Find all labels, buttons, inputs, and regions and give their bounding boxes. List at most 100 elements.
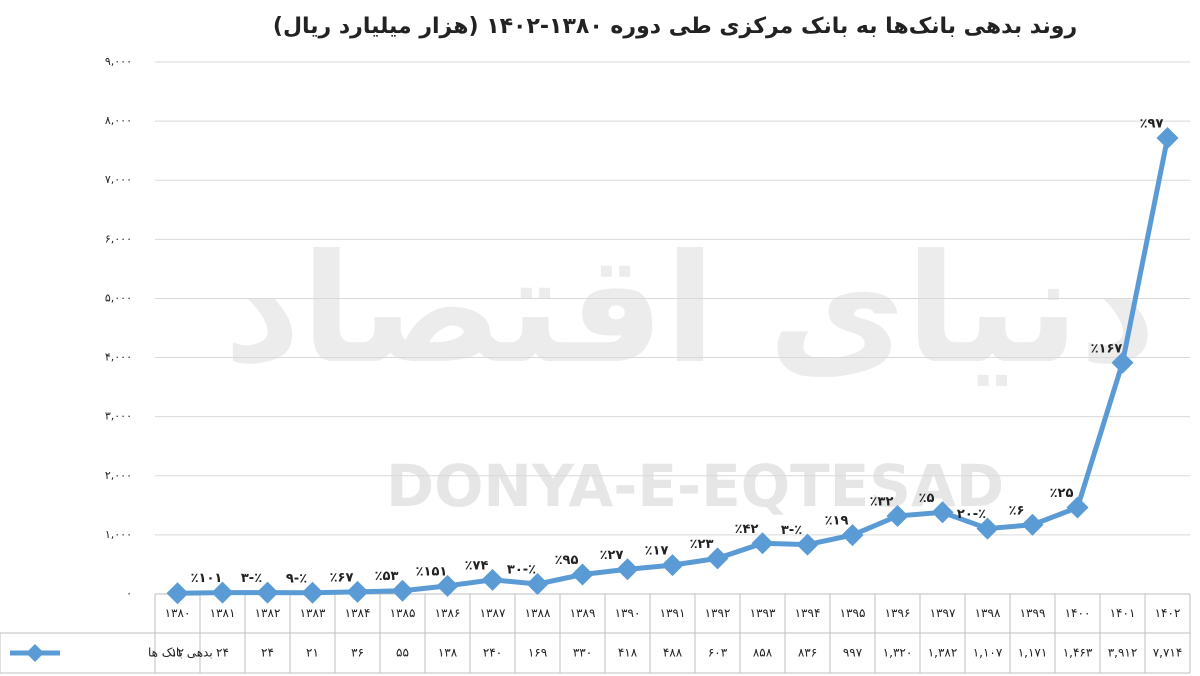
y-tick-label: ۹,۰۰۰ xyxy=(105,55,132,68)
table-value: ۱۶۹ xyxy=(528,646,547,660)
marker xyxy=(706,547,729,570)
table-value: ۳,۹۱۲ xyxy=(1108,646,1138,660)
table-value: ۴۱۸ xyxy=(618,646,638,660)
table-value: ۸۵۸ xyxy=(753,646,773,660)
point-label: ٪۵۳ xyxy=(375,569,399,584)
x-tick-label: ۱۳۹۳ xyxy=(750,606,776,620)
table-value: ۱۳۸ xyxy=(438,646,458,660)
table-value: ۹۹۷ xyxy=(843,646,863,660)
x-tick-label: ۱۳۹۱ xyxy=(660,606,686,620)
table-value: ۵۵ xyxy=(396,646,409,660)
marker xyxy=(526,573,549,596)
x-tick-label: ۱۴۰۱ xyxy=(1110,606,1136,620)
watermark: DONYA-E-EQTESAD xyxy=(386,452,1004,520)
x-tick-label: ۱۳۸۰ xyxy=(165,606,191,620)
x-tick-label: ۱۳۸۱ xyxy=(210,606,236,620)
legend-label: بدهی بانک ها xyxy=(148,646,213,660)
point-label: ٪-۳۰ xyxy=(507,563,536,578)
marker xyxy=(481,568,504,591)
x-tick-label: ۱۳۸۴ xyxy=(345,606,371,620)
table-value: ۲۴ xyxy=(261,646,274,660)
x-tick-label: ۱۳۸۳ xyxy=(300,606,326,620)
point-label: ٪۶ xyxy=(1009,503,1025,518)
marker xyxy=(1021,513,1044,536)
y-tick-label: ۴,۰۰۰ xyxy=(105,351,132,364)
point-label: ٪۲۷ xyxy=(600,548,624,563)
marker xyxy=(166,582,189,605)
point-label: ٪۵ xyxy=(919,491,935,506)
marker xyxy=(256,581,279,604)
table-value: ۸۳۶ xyxy=(798,646,817,660)
chart-title: روند بدهی بانک‌ها به بانک مرکزی طی دوره … xyxy=(273,14,1077,39)
point-label: ٪-۳ xyxy=(781,523,802,538)
point-label: ٪۲۳ xyxy=(690,537,714,552)
point-label: ٪۶۷ xyxy=(330,570,354,585)
y-tick-label: ۶,۰۰۰ xyxy=(105,232,132,245)
point-label: ٪۱۹ xyxy=(825,514,849,529)
marker xyxy=(661,554,684,577)
table-value: ۴۸۸ xyxy=(663,646,683,660)
marker xyxy=(391,579,414,602)
table-value: ۱,۱۰۷ xyxy=(973,646,1003,660)
table-value: ۱,۳۸۲ xyxy=(928,646,958,660)
marker xyxy=(211,581,234,604)
marker xyxy=(346,580,369,603)
point-label: ٪۹۷ xyxy=(1140,117,1164,132)
x-tick-label: ۱۳۸۷ xyxy=(480,606,506,620)
x-tick-label: ۱۳۹۸ xyxy=(975,606,1001,620)
point-label: ٪۷۴ xyxy=(465,558,489,573)
point-label: ٪-۹ xyxy=(286,571,307,586)
marker xyxy=(841,524,864,547)
point-label: ٪۱۶۷ xyxy=(1091,341,1123,356)
x-tick-label: ۱۴۰۰ xyxy=(1065,606,1091,620)
x-tick-label: ۱۳۸۶ xyxy=(435,606,461,620)
marker xyxy=(976,517,999,540)
y-tick-label: ۲,۰۰۰ xyxy=(105,469,132,482)
x-tick-label: ۱۳۹۶ xyxy=(885,606,911,620)
point-label: ٪۱۵۱ xyxy=(416,564,448,579)
x-tick-label: ۱۳۹۷ xyxy=(930,606,956,620)
y-tick-label: ۱,۰۰۰ xyxy=(105,528,132,541)
table-value: ۳۳۰ xyxy=(573,646,592,660)
point-label: ٪-۲۰ xyxy=(957,507,986,522)
y-tick-label: ۸,۰۰۰ xyxy=(105,114,132,127)
point-label: ٪۳۲ xyxy=(870,494,894,509)
table-value: ۱,۳۲۰ xyxy=(883,646,913,660)
marker xyxy=(301,581,324,604)
x-tick-label: ۱۳۹۰ xyxy=(615,606,641,620)
point-label: ٪۱۷ xyxy=(645,544,669,559)
point-label: ٪۲۵ xyxy=(1050,486,1074,501)
x-tick-label: ۱۴۰۲ xyxy=(1155,606,1181,620)
watermark-fa: دنیای اقتصاد xyxy=(224,223,1157,397)
y-tick-label: ۷,۰۰۰ xyxy=(105,173,132,186)
point-label: ٪۹۵ xyxy=(555,553,579,568)
table-value: ۶۰۳ xyxy=(708,646,728,660)
y-tick-label: ۵,۰۰۰ xyxy=(105,291,132,304)
point-label: ٪۴۲ xyxy=(735,522,759,537)
marker xyxy=(751,532,774,555)
marker xyxy=(886,504,909,527)
marker xyxy=(796,533,819,556)
y-tick-label: ۳,۰۰۰ xyxy=(105,410,132,423)
x-tick-label: ۱۳۸۲ xyxy=(255,606,281,620)
point-label: ٪-۳ xyxy=(241,571,262,586)
marker xyxy=(1111,351,1134,374)
x-tick-label: ۱۳۸۹ xyxy=(570,606,596,620)
marker xyxy=(616,558,639,581)
point-label: ٪۱۰۱ xyxy=(191,571,223,586)
table-value: ۲۴۰ xyxy=(483,646,502,660)
table-value: ۱۲ xyxy=(171,646,184,660)
table-value: ۳۶ xyxy=(351,646,364,660)
table-value: ۷,۷۱۴ xyxy=(1153,646,1183,660)
table-value: ۱,۱۷۱ xyxy=(1018,646,1048,660)
x-tick-label: ۱۳۹۲ xyxy=(705,606,731,620)
table-value: ۲۱ xyxy=(306,646,319,660)
marker xyxy=(1156,127,1179,150)
table-value: ۲۴ xyxy=(216,646,229,660)
x-tick-label: ۱۳۹۵ xyxy=(840,606,866,620)
marker xyxy=(436,574,459,597)
x-tick-label: ۱۳۸۸ xyxy=(525,606,551,620)
legend-marker xyxy=(26,644,44,662)
marker xyxy=(1066,496,1089,519)
